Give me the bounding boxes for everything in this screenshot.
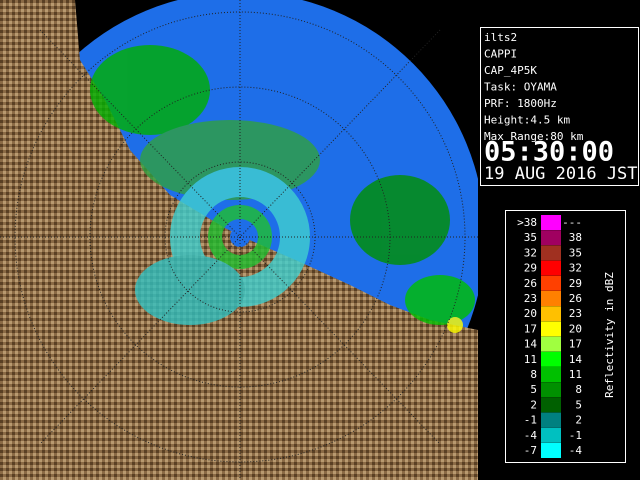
legend-high: 29 <box>569 277 582 290</box>
legend-low: 17 <box>524 322 537 335</box>
legend-high: 32 <box>569 262 582 275</box>
legend-high: 38 <box>569 231 582 244</box>
legend-low: 23 <box>524 292 537 305</box>
info-line: Task: OYAMA <box>484 81 557 94</box>
range-rings <box>0 0 478 480</box>
legend-low: 32 <box>524 246 537 259</box>
legend-low: 14 <box>524 338 538 351</box>
info-line: CAPPI <box>484 48 517 61</box>
legend-high: 2 <box>575 414 582 427</box>
info-text: ilts2 CAPPI CAP_4P5K Task: OYAMA PRF: 1800Hz… <box>484 31 584 143</box>
legend-low: 5 <box>530 383 537 396</box>
legend-high: 14 <box>569 353 583 366</box>
legend-swatch <box>541 427 561 443</box>
legend-low: 35 <box>524 231 537 244</box>
legend-low: >38 <box>517 216 537 229</box>
legend-swatch <box>541 367 561 382</box>
legend-high: -4 <box>569 444 583 457</box>
legend-low: -4 <box>524 429 538 442</box>
legend-high: 23 <box>569 307 582 320</box>
legend-low: -1 <box>524 414 537 427</box>
radar-image <box>0 0 478 480</box>
info-panel <box>480 27 639 186</box>
legend-swatch <box>541 260 561 276</box>
legend-high: -1 <box>569 429 582 442</box>
legend-swatch <box>541 321 561 337</box>
legend: >38 --- 35 38 32 35 29 32 26 29 23 26 20 23 17 20 14 17 11… <box>517 215 582 458</box>
legend-swatch <box>541 336 561 352</box>
legend-swatch <box>541 245 561 261</box>
legend-swatch <box>541 412 561 428</box>
info-line: PRF: 1800Hz <box>484 97 557 110</box>
legend-low: 26 <box>524 277 537 290</box>
legend-swatch <box>541 215 561 230</box>
legend-low: 2 <box>530 398 537 411</box>
legend-high: 8 <box>575 383 582 396</box>
legend-swatch <box>541 397 561 413</box>
info-line: Height:4.5 km <box>484 114 570 127</box>
legend-low: 29 <box>524 262 537 275</box>
legend-low: 8 <box>530 368 537 381</box>
legend-swatch <box>541 382 561 398</box>
legend-high: 35 <box>569 246 582 259</box>
legend-low: 20 <box>524 307 537 320</box>
legend-low: -7 <box>524 444 537 457</box>
time: 05:30:00 <box>484 137 614 168</box>
legend-low: 11 <box>524 353 537 366</box>
legend-swatch <box>541 291 561 306</box>
legend-high: 20 <box>569 322 582 335</box>
legend-high: 5 <box>575 398 582 411</box>
legend-high: 11 <box>569 368 582 381</box>
info-line: Max Range:80 km <box>484 130 584 143</box>
legend-swatch <box>541 306 561 322</box>
legend-title: Reflectivity in dBZ <box>603 272 616 398</box>
legend-swatch <box>541 275 561 291</box>
date: 19 AUG 2016 JST <box>484 164 638 184</box>
legend-box <box>505 210 626 463</box>
info-line: CAP_4P5K <box>484 64 537 77</box>
legend-high: 17 <box>569 338 582 351</box>
info-line: ilts2 <box>484 31 517 44</box>
legend-swatch <box>541 351 561 367</box>
legend-high: 26 <box>569 292 582 305</box>
legend-swatch <box>541 443 561 458</box>
legend-high: --- <box>562 216 582 229</box>
legend-swatch <box>541 230 561 246</box>
